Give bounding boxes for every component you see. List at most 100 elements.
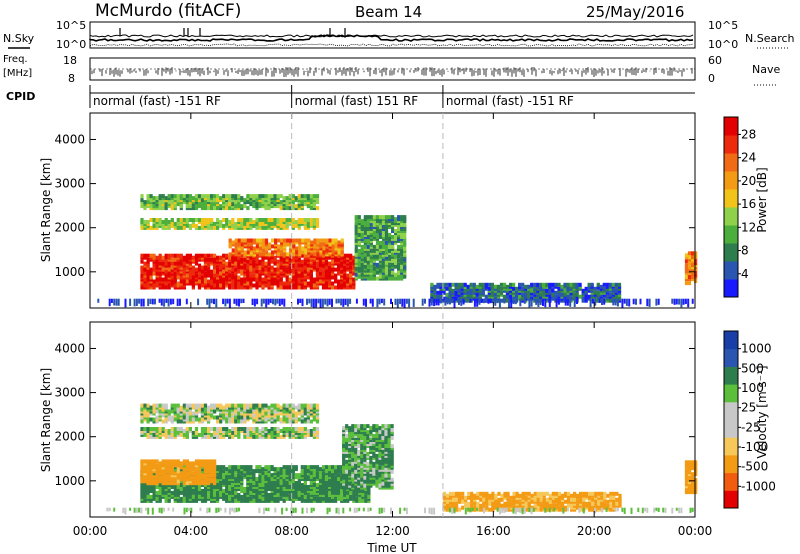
power-cell <box>240 298 243 304</box>
power-cell <box>207 198 211 203</box>
power-cell <box>321 269 326 274</box>
power-cell <box>687 251 692 256</box>
velocity-cell <box>297 492 301 497</box>
velocity-cell <box>228 485 232 489</box>
power-cell <box>138 298 141 304</box>
power-cell <box>397 244 401 249</box>
power-cell <box>210 257 214 262</box>
power-cell <box>346 253 350 258</box>
power-cell <box>170 261 174 266</box>
power-cell <box>261 218 265 222</box>
power-cell <box>255 238 260 243</box>
power-cell <box>276 259 280 264</box>
velocity-cell <box>182 467 186 472</box>
power-cell <box>433 294 437 299</box>
velocity-cell <box>185 459 189 464</box>
power-cell <box>197 298 200 306</box>
velocity-cell <box>167 459 171 464</box>
power-cell <box>384 219 389 224</box>
power-cell <box>252 259 256 264</box>
power-cell <box>334 273 338 278</box>
power-cell <box>476 298 479 307</box>
power-cell <box>285 275 289 280</box>
power-cell <box>530 282 534 287</box>
velocity-cell <box>222 489 226 493</box>
velocity-cell <box>321 465 326 470</box>
power-cell <box>309 218 313 222</box>
power-cell <box>335 298 338 304</box>
power-cell <box>445 292 449 297</box>
power-cell <box>603 298 606 305</box>
velocity-cell <box>194 427 199 431</box>
power-cell <box>249 218 253 222</box>
power-cell <box>397 215 401 220</box>
velocity-cell <box>176 427 180 431</box>
velocity-cell <box>261 467 265 472</box>
velocity-cell <box>146 403 150 408</box>
power-cell <box>240 253 244 258</box>
power-cell <box>563 282 567 287</box>
power-cell <box>194 194 199 199</box>
power-cell <box>485 298 488 303</box>
velocity-cell <box>161 481 165 486</box>
velocity-cell <box>194 492 199 497</box>
velocity-cell <box>167 467 171 472</box>
power-cell <box>539 298 542 305</box>
velocity-cell <box>288 427 292 431</box>
velocity-cell <box>324 481 329 485</box>
power-cell <box>240 242 244 247</box>
power-cell <box>691 298 694 304</box>
power-cell <box>252 220 256 224</box>
power-cell <box>149 253 153 258</box>
power-cell <box>544 298 547 308</box>
power-cell <box>225 221 229 226</box>
power-cell <box>357 266 361 271</box>
velocity-cell <box>300 403 304 408</box>
power-cell <box>366 221 370 226</box>
date-title: 25/May/2016 <box>586 3 684 21</box>
power-cell <box>282 218 286 222</box>
power-cell <box>285 218 289 222</box>
power-cell <box>635 298 637 305</box>
velocity-cell <box>249 403 253 408</box>
power-cell <box>378 215 383 220</box>
power-cell <box>391 227 395 231</box>
power-cell <box>375 262 380 267</box>
power-cell <box>357 219 361 224</box>
velocity-cell <box>291 413 295 418</box>
power-cell <box>237 283 241 288</box>
power-cell <box>154 298 156 305</box>
power-cell <box>490 290 494 295</box>
power-cell <box>564 298 567 306</box>
velocity-cell <box>270 465 274 470</box>
power-cell <box>684 281 689 286</box>
velocity-cell <box>179 461 183 466</box>
velocity-cell <box>315 471 320 476</box>
power-cell <box>403 252 407 257</box>
power-cell <box>152 223 156 228</box>
power-cell <box>215 298 218 308</box>
velocity-cell <box>225 467 229 472</box>
power-cell <box>566 282 570 287</box>
power-cell <box>439 298 442 304</box>
velocity-cell <box>149 427 153 431</box>
power-cell <box>297 298 299 305</box>
power-cell <box>267 194 271 199</box>
power-cell <box>182 267 186 272</box>
power-cell <box>179 275 183 280</box>
velocity-cell <box>234 498 238 503</box>
power-cell <box>687 281 692 286</box>
power-cell <box>400 215 404 220</box>
power-cell <box>505 284 510 289</box>
velocity-cell <box>355 487 359 491</box>
power-cell <box>261 194 265 199</box>
power-cell <box>200 283 205 288</box>
power-cell <box>149 298 152 305</box>
power-cell <box>318 267 323 272</box>
power-cell <box>283 238 287 243</box>
power-cell <box>366 231 370 235</box>
power-cell <box>445 282 449 287</box>
power-cell <box>304 238 308 243</box>
velocity-cell <box>340 465 344 470</box>
power-cell <box>391 276 395 281</box>
